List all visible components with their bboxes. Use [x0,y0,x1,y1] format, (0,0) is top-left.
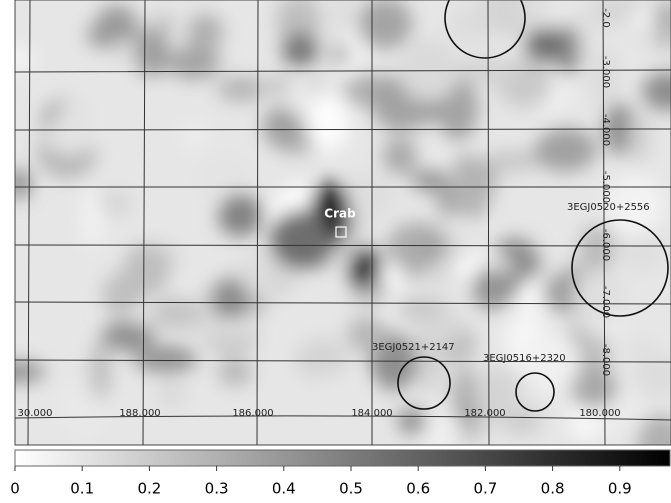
blob [313,373,363,398]
latitude-label: -5.000 [600,171,611,203]
blob [398,408,426,434]
blob [135,29,170,77]
blob [269,263,291,296]
longitude-label: 184.000 [351,408,392,419]
colorbar-ticks: 0 0.1 0.2 0.3 0.4 0.5 0.6 0.7 0.8 0.9 [10,466,632,498]
latitude-label: -3.000 [600,56,611,88]
blob [123,244,168,297]
blob [167,46,220,80]
blob [533,128,597,172]
colorbar-tick-label: 0.6 [406,480,430,498]
blob [218,193,262,237]
blob [349,248,381,288]
blob [156,374,186,410]
blob [306,95,349,152]
blob [485,151,538,172]
latitude-label: -6.000 [600,229,611,261]
blob [182,121,207,150]
longitude-label: 30.000 [18,408,53,419]
colorbar-tick-label: 0.7 [473,480,497,498]
blob [83,188,103,248]
colorbar-tick-label: 0.1 [70,480,94,498]
blob [383,137,418,174]
blob [282,32,318,68]
blob [149,296,203,329]
blob [289,70,312,118]
blob [96,5,137,42]
blob [399,38,460,102]
blob [411,167,451,191]
blob [393,297,443,319]
longitude-label: 186.000 [232,408,273,419]
sky-map: Crab 3EGJ0520+2556 3EGJ0521+2147 3EGJ051… [0,0,671,472]
colorbar-tick-label: 0 [10,480,20,498]
source-label: 3EGJ0520+2556 [567,202,650,213]
blob [525,27,565,63]
blob [210,280,250,320]
blob [218,359,253,386]
page: Crab 3EGJ0520+2556 3EGJ0521+2147 3EGJ051… [0,0,671,499]
latitude-label: -4.000 [600,114,611,146]
blob [54,101,92,155]
colorbar-tick-label: 0.9 [608,480,632,498]
blob [135,346,198,373]
colorbar-tick-label: 0.5 [339,480,363,498]
latitude-label: -2.0 [600,8,611,28]
latitude-label: -7.000 [600,286,611,318]
longitude-label: 180.000 [579,408,620,419]
colorbar [15,450,670,466]
blob [7,169,31,199]
longitude-label: 188.000 [119,408,160,419]
source-label: 3EGJ0521+2147 [372,342,455,353]
colorbar-tick-label: 0.4 [272,480,296,498]
blob [628,110,649,162]
blob [102,321,155,352]
source-label: Crab [324,207,356,221]
latitude-label: -8.000 [600,344,611,376]
blob [270,210,330,270]
blob [627,21,655,43]
source-label: 3EGJ0516+2320 [483,353,566,364]
blob [358,0,412,49]
blob [450,374,475,408]
longitude-label: 182.000 [464,408,505,419]
colorbar-tick-label: 0.3 [205,480,229,498]
blob [574,269,624,326]
colorbar-tick-label: 0.2 [137,480,161,498]
blob [328,43,351,66]
blob [90,341,111,401]
colorbar-tick-label: 0.8 [541,480,565,498]
